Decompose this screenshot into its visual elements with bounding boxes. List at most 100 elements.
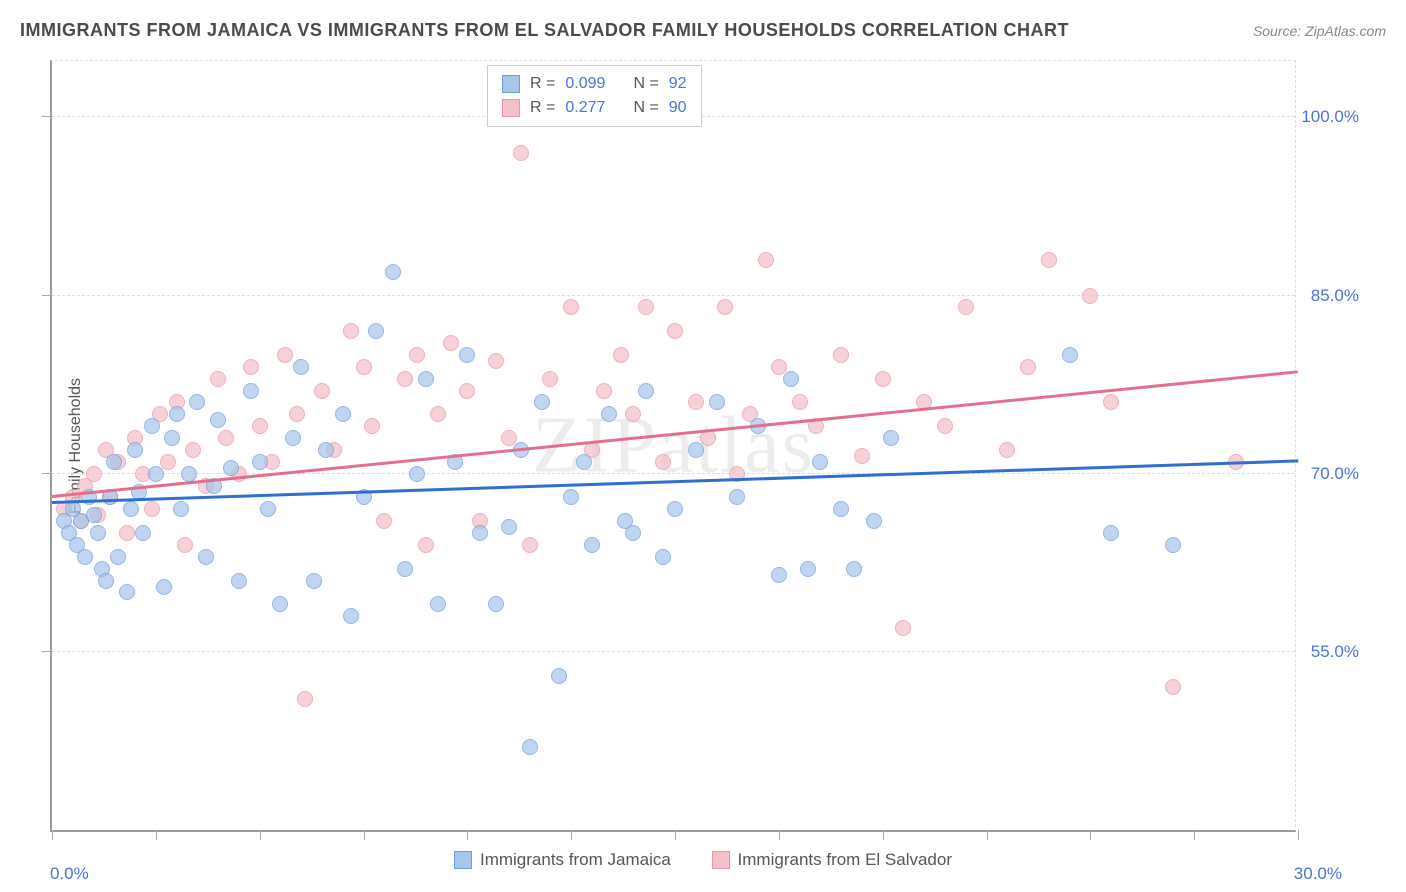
scatter-point-jamaica: [625, 525, 641, 541]
scatter-point-elsalvador: [758, 252, 774, 268]
scatter-point-jamaica: [563, 489, 579, 505]
scatter-point-jamaica: [156, 579, 172, 595]
scatter-point-elsalvador: [185, 442, 201, 458]
scatter-point-elsalvador: [314, 383, 330, 399]
scatter-point-jamaica: [210, 412, 226, 428]
scatter-point-jamaica: [783, 371, 799, 387]
scatter-point-elsalvador: [252, 418, 268, 434]
scatter-point-jamaica: [231, 573, 247, 589]
n-label: N =: [633, 96, 658, 120]
chart-title: IMMIGRANTS FROM JAMAICA VS IMMIGRANTS FR…: [20, 20, 1069, 41]
scatter-point-elsalvador: [356, 359, 372, 375]
scatter-point-jamaica: [90, 525, 106, 541]
scatter-point-elsalvador: [144, 501, 160, 517]
plot-area: ZIPatlas R = 0.099 N = 92 R = 0.277 N = …: [50, 60, 1296, 832]
scatter-point-jamaica: [148, 466, 164, 482]
scatter-point-elsalvador: [1165, 679, 1181, 695]
chart-container: IMMIGRANTS FROM JAMAICA VS IMMIGRANTS FR…: [0, 0, 1406, 892]
scatter-point-elsalvador: [937, 418, 953, 434]
scatter-point-elsalvador: [542, 371, 558, 387]
swatch-icon: [502, 75, 520, 93]
source-attribution: Source: ZipAtlas.com: [1253, 23, 1386, 39]
scatter-point-jamaica: [252, 454, 268, 470]
gridline-h: [52, 651, 1295, 652]
scatter-point-jamaica: [127, 442, 143, 458]
scatter-point-jamaica: [601, 406, 617, 422]
y-tick-label: 85.0%: [1311, 286, 1359, 306]
scatter-point-elsalvador: [613, 347, 629, 363]
scatter-point-elsalvador: [625, 406, 641, 422]
scatter-point-jamaica: [335, 406, 351, 422]
scatter-point-jamaica: [144, 418, 160, 434]
scatter-point-elsalvador: [1103, 394, 1119, 410]
scatter-point-jamaica: [430, 596, 446, 612]
r-value-elsalvador: 0.277: [565, 96, 605, 120]
scatter-point-elsalvador: [443, 335, 459, 351]
scatter-point-jamaica: [385, 264, 401, 280]
scatter-point-jamaica: [522, 739, 538, 755]
scatter-point-jamaica: [488, 596, 504, 612]
scatter-point-jamaica: [866, 513, 882, 529]
scatter-point-elsalvador: [488, 353, 504, 369]
scatter-point-elsalvador: [430, 406, 446, 422]
legend-row-jamaica: R = 0.099 N = 92: [502, 72, 687, 96]
scatter-point-jamaica: [293, 359, 309, 375]
scatter-point-elsalvador: [418, 537, 434, 553]
correlation-legend: R = 0.099 N = 92 R = 0.277 N = 90: [487, 65, 702, 127]
scatter-point-jamaica: [123, 501, 139, 517]
scatter-point-jamaica: [135, 525, 151, 541]
scatter-point-jamaica: [260, 501, 276, 517]
r-value-jamaica: 0.099: [565, 72, 605, 96]
scatter-point-jamaica: [576, 454, 592, 470]
scatter-point-elsalvador: [397, 371, 413, 387]
scatter-point-jamaica: [800, 561, 816, 577]
y-tick-label: 55.0%: [1311, 642, 1359, 662]
y-tick-label: 100.0%: [1301, 107, 1359, 127]
series-name-jamaica: Immigrants from Jamaica: [480, 850, 671, 870]
scatter-point-elsalvador: [717, 299, 733, 315]
series-legend: Immigrants from Jamaica Immigrants from …: [0, 850, 1406, 874]
scatter-point-jamaica: [501, 519, 517, 535]
scatter-point-jamaica: [846, 561, 862, 577]
scatter-point-elsalvador: [86, 466, 102, 482]
scatter-point-jamaica: [189, 394, 205, 410]
scatter-point-elsalvador: [119, 525, 135, 541]
scatter-point-jamaica: [272, 596, 288, 612]
scatter-point-jamaica: [164, 430, 180, 446]
scatter-point-jamaica: [534, 394, 550, 410]
scatter-point-jamaica: [551, 668, 567, 684]
scatter-point-jamaica: [584, 537, 600, 553]
scatter-point-jamaica: [98, 573, 114, 589]
scatter-point-elsalvador: [210, 371, 226, 387]
scatter-point-elsalvador: [875, 371, 891, 387]
scatter-point-elsalvador: [667, 323, 683, 339]
scatter-point-elsalvador: [364, 418, 380, 434]
scatter-point-jamaica: [343, 608, 359, 624]
n-label: N =: [633, 72, 658, 96]
scatter-point-jamaica: [1165, 537, 1181, 553]
swatch-icon: [502, 99, 520, 117]
trend-line-elsalvador: [52, 370, 1298, 497]
n-value-elsalvador: 90: [669, 96, 687, 120]
scatter-point-elsalvador: [459, 383, 475, 399]
scatter-point-jamaica: [119, 584, 135, 600]
scatter-point-elsalvador: [277, 347, 293, 363]
scatter-point-jamaica: [169, 406, 185, 422]
series-name-elsalvador: Immigrants from El Salvador: [738, 850, 952, 870]
scatter-point-jamaica: [368, 323, 384, 339]
scatter-point-jamaica: [709, 394, 725, 410]
scatter-point-elsalvador: [513, 145, 529, 161]
scatter-point-elsalvador: [563, 299, 579, 315]
scatter-point-jamaica: [667, 501, 683, 517]
legend-item-elsalvador: Immigrants from El Salvador: [712, 850, 952, 870]
legend-row-elsalvador: R = 0.277 N = 90: [502, 96, 687, 120]
scatter-point-elsalvador: [376, 513, 392, 529]
scatter-point-jamaica: [729, 489, 745, 505]
scatter-point-jamaica: [77, 549, 93, 565]
scatter-point-jamaica: [106, 454, 122, 470]
y-tick-label: 70.0%: [1311, 464, 1359, 484]
swatch-icon: [454, 851, 472, 869]
scatter-point-elsalvador: [688, 394, 704, 410]
scatter-point-jamaica: [223, 460, 239, 476]
scatter-point-elsalvador: [177, 537, 193, 553]
